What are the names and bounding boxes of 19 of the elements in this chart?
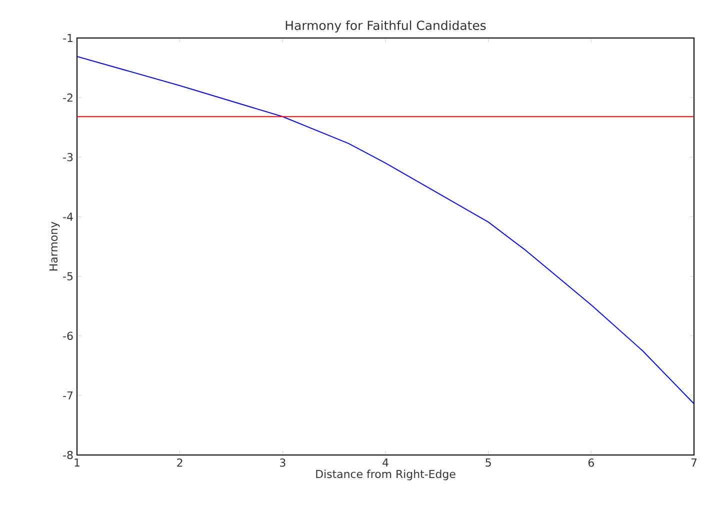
x-tick-label: 5 bbox=[486, 458, 491, 467]
y-tick-label: -7 bbox=[63, 391, 73, 400]
y-tick-label: -5 bbox=[63, 272, 73, 280]
y-tick-label: -3 bbox=[63, 153, 73, 162]
y-tick-label: -6 bbox=[63, 332, 73, 340]
x-axis-title: Distance from Right-Edge bbox=[316, 470, 456, 480]
x-tick-label: 2 bbox=[177, 458, 182, 467]
y-tick-label: -4 bbox=[63, 212, 73, 221]
y-tick-label: -8 bbox=[63, 450, 73, 460]
x-tick-label: 6 bbox=[588, 458, 594, 467]
y-axis-title: Harmony bbox=[49, 222, 60, 270]
line-series bbox=[77, 56, 694, 404]
x-tick-label: 4 bbox=[382, 458, 388, 467]
x-tick-label: 7 bbox=[691, 458, 697, 467]
x-tick-label: 1 bbox=[74, 458, 80, 467]
x-tick-label: 3 bbox=[280, 458, 286, 467]
y-tick-label: -2 bbox=[63, 94, 72, 102]
y-tick-label: -1 bbox=[63, 34, 72, 42]
chart-title: Harmony for Faithful Candidates bbox=[286, 20, 486, 32]
